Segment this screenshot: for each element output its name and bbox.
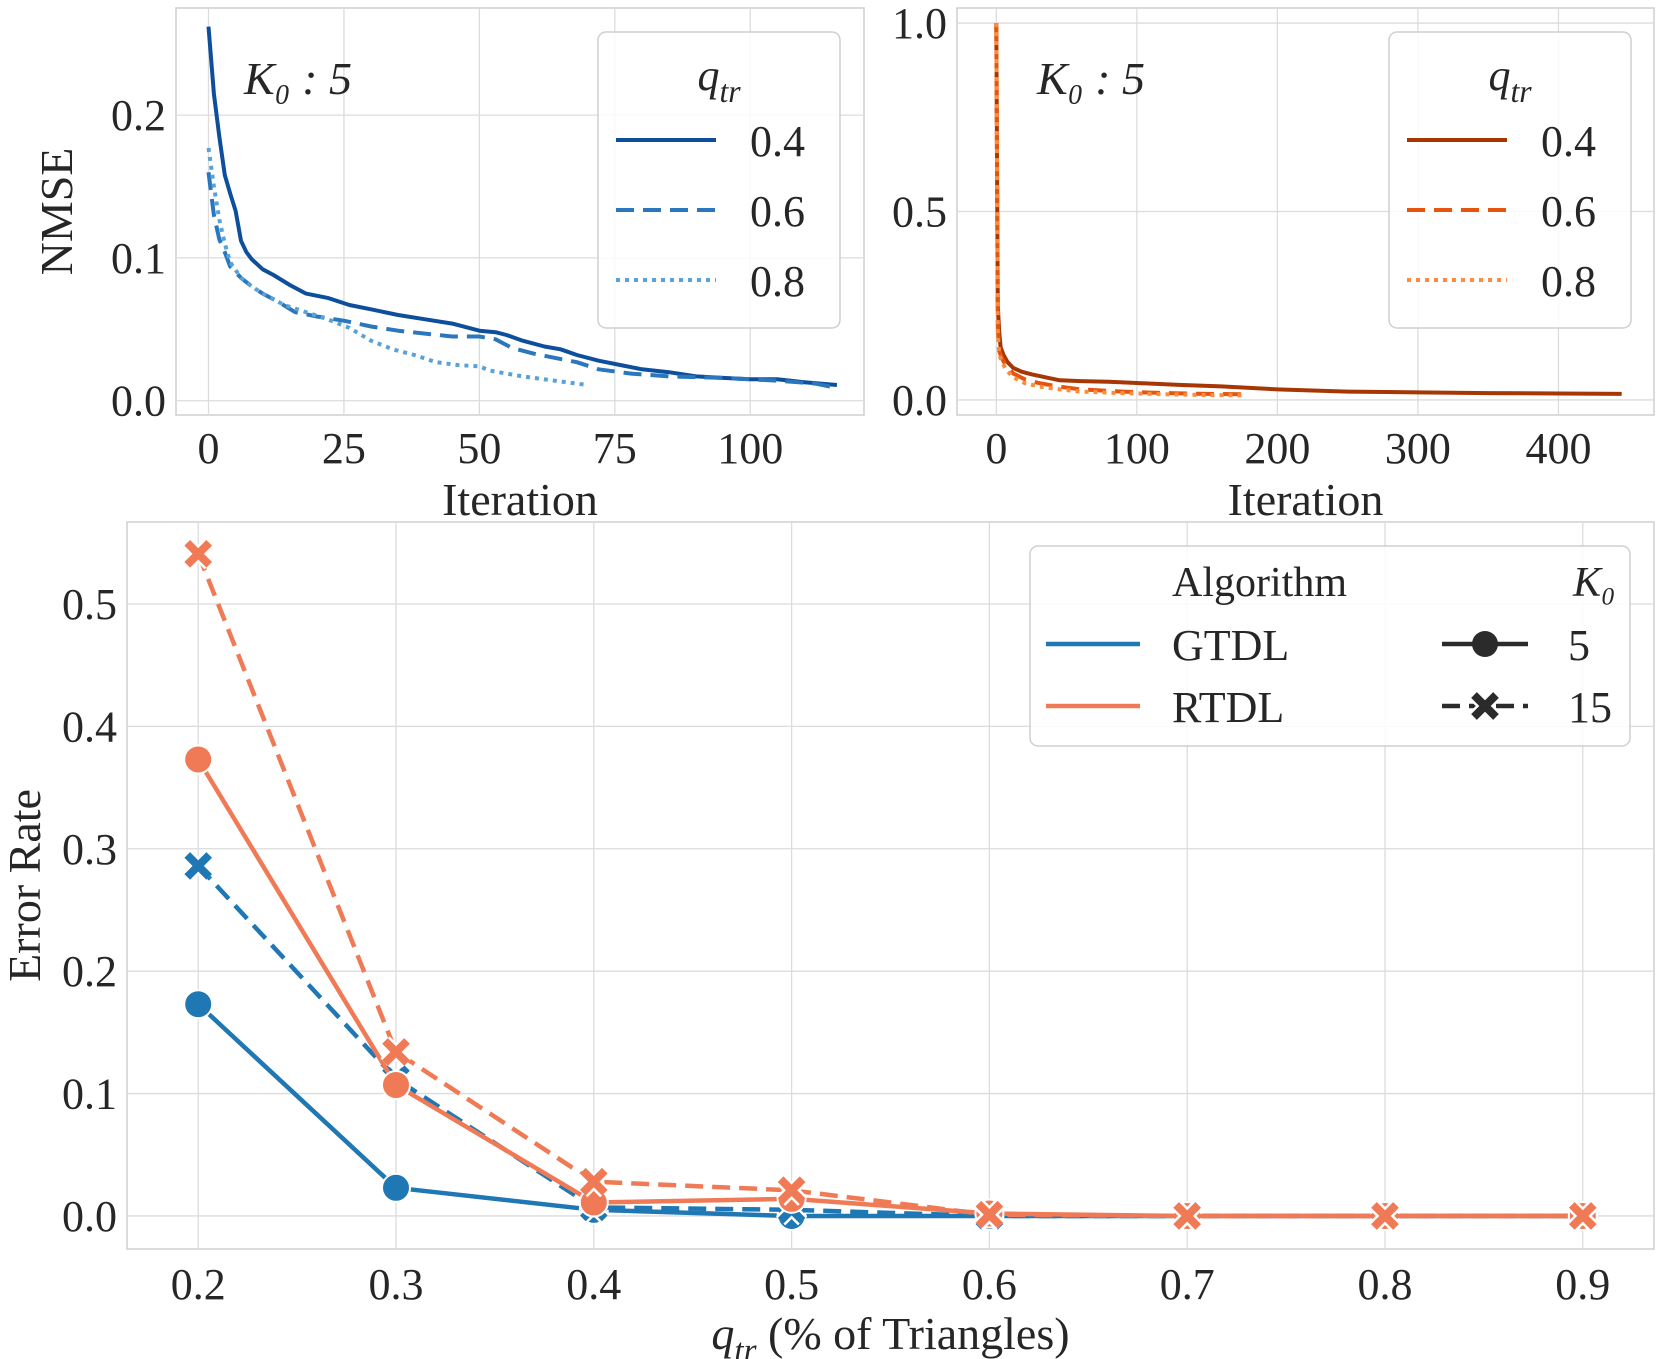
x-tick-label: 25 bbox=[322, 424, 366, 473]
nmse-blue-panel: 0 25 50 75 100 0.0 0.1 0.2 Iteration NMSE K₀ : 5 qt… bbox=[31, 7, 865, 525]
series-line-0-6 bbox=[206, 171, 838, 390]
y-axis-label: Error Rate bbox=[0, 789, 50, 982]
x-axis-label-rest: (% of Triangles) bbox=[757, 1308, 1070, 1359]
legend-k0-marker-x bbox=[1471, 692, 1499, 720]
y-tick-label: 0.4 bbox=[62, 702, 117, 751]
legend-algorithm-label: GTDL bbox=[1172, 621, 1289, 670]
series-line-0-4 bbox=[994, 23, 1622, 396]
legend-algorithm-label: RTDL bbox=[1172, 683, 1284, 732]
x-tick-label: 0.4 bbox=[566, 1260, 621, 1309]
x-tick-label: 0 bbox=[985, 424, 1007, 473]
x-tick-label: 0.8 bbox=[1357, 1260, 1412, 1309]
y-tick-label: 0.5 bbox=[892, 188, 947, 237]
x-tick-label: 200 bbox=[1244, 424, 1310, 473]
x-axis-label: qtr (% of Triangles) bbox=[711, 1308, 1069, 1359]
data-point-rtdl-k15 bbox=[777, 1176, 806, 1205]
y-tick-label: 0.0 bbox=[892, 376, 947, 425]
error-rate-panel: 0.2 0.3 0.4 0.5 0.6 0.7 0.8 0.9 0.0 0.1 0.2 0.3 0.4 0… bbox=[0, 521, 1655, 1359]
legend-box bbox=[597, 31, 841, 329]
data-point-rtdl-k5 bbox=[183, 744, 214, 775]
legend-label: 0.6 bbox=[1541, 187, 1596, 236]
legend-label: 0.8 bbox=[750, 257, 805, 306]
legend-title-main: q bbox=[697, 51, 719, 100]
legend-k0-label: 15 bbox=[1568, 683, 1612, 732]
legend-box bbox=[1388, 31, 1632, 329]
data-point-gtdl-k5 bbox=[183, 989, 214, 1020]
data-point-rtdl-k15 bbox=[184, 539, 213, 568]
x-tick-label: 400 bbox=[1525, 424, 1591, 473]
legend-title-sub: tr bbox=[719, 74, 741, 109]
x-axis-label: Iteration bbox=[1228, 474, 1384, 525]
legend-k0-marker-circle bbox=[1472, 631, 1498, 657]
data-point-rtdl-k15 bbox=[975, 1200, 1004, 1229]
legend-k0-label: 5 bbox=[1568, 621, 1590, 670]
x-tick-label: 100 bbox=[1104, 424, 1170, 473]
x-axis-label: Iteration bbox=[442, 474, 598, 525]
y-tick-label: 0.3 bbox=[62, 825, 117, 874]
data-point-rtdl-k15 bbox=[382, 1038, 410, 1066]
x-tick-label: 0.3 bbox=[369, 1260, 424, 1309]
legend-title-main: q bbox=[1488, 51, 1510, 100]
x-tick-label: 50 bbox=[457, 424, 501, 473]
legend-title: qtr bbox=[1488, 51, 1532, 109]
nmse-orange-panel: 0 100 200 300 400 0.0 0.5 1.0 Iteration K₀ : 5 qtr… bbox=[892, 0, 1655, 525]
series-line-rtdl-k15 bbox=[196, 552, 1583, 1219]
y-tick-label: 0.1 bbox=[111, 234, 166, 283]
x-tick-label: 0.5 bbox=[764, 1260, 819, 1309]
series-line-rtdl-k5 bbox=[196, 758, 1583, 1219]
y-tick-label: 0.0 bbox=[62, 1192, 117, 1241]
y-tick-label: 1.0 bbox=[892, 0, 947, 48]
x-tick-label: 0.9 bbox=[1555, 1260, 1610, 1309]
series-line-0-8 bbox=[994, 23, 1243, 398]
data-point-rtdl-k15 bbox=[1173, 1202, 1202, 1230]
k0-annotation: K₀ : 5 bbox=[1036, 53, 1145, 104]
x-tick-label: 0.7 bbox=[1160, 1260, 1215, 1309]
x-tick-label: 0.2 bbox=[171, 1260, 226, 1309]
x-tick-label: 0 bbox=[198, 424, 220, 473]
x-tick-label: 300 bbox=[1385, 424, 1451, 473]
x-tick-label: 100 bbox=[717, 424, 783, 473]
y-tick-label: 0.2 bbox=[62, 947, 117, 996]
data-point-gtdl-k5 bbox=[381, 1172, 412, 1203]
k0-annotation: K₀ : 5 bbox=[243, 53, 352, 104]
x-axis-label-main: q bbox=[711, 1308, 734, 1359]
data-point-rtdl-k15 bbox=[579, 1167, 608, 1196]
y-tick-label: 0.5 bbox=[62, 580, 117, 629]
legend-label: 0.4 bbox=[1541, 117, 1596, 166]
y-axis-label: NMSE bbox=[31, 148, 82, 276]
series-line-0-8 bbox=[206, 147, 588, 387]
legend-k0-title: K₀ bbox=[1572, 560, 1616, 606]
y-tick-label: 0.1 bbox=[62, 1070, 117, 1119]
legend-label: 0.4 bbox=[750, 117, 805, 166]
y-tick-label: 0.0 bbox=[111, 377, 166, 426]
legend-title-sub: tr bbox=[1510, 74, 1532, 109]
data-point-gtdl-k15 bbox=[184, 852, 213, 880]
data-point-rtdl-k15 bbox=[1371, 1202, 1399, 1230]
data-point-rtdl-k15 bbox=[1568, 1202, 1597, 1230]
y-tick-label: 0.2 bbox=[111, 91, 166, 140]
data-point-rtdl-k5 bbox=[381, 1069, 412, 1100]
x-tick-label: 0.6 bbox=[962, 1260, 1017, 1309]
legend-label: 0.8 bbox=[1541, 257, 1596, 306]
x-axis-label-sub: tr bbox=[734, 1332, 756, 1359]
x-tick-label: 75 bbox=[593, 424, 637, 473]
legend-algorithm-title: Algorithm bbox=[1172, 560, 1347, 606]
legend-label: 0.6 bbox=[750, 187, 805, 236]
series-line-0-4 bbox=[206, 26, 838, 387]
legend-title: qtr bbox=[697, 51, 741, 109]
